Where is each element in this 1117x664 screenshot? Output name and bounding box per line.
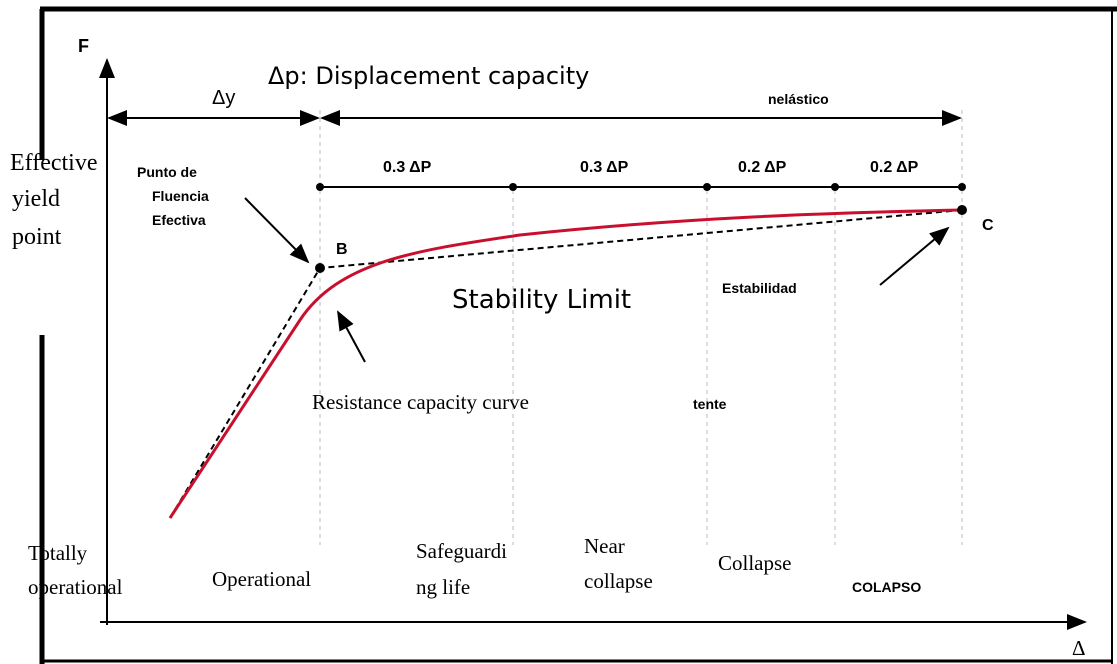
division: 0.2 ΔP [738,159,787,176]
level: Near [584,534,625,558]
annotation: Fluencia [152,188,209,204]
point-b-label: B [336,241,348,258]
level: operational [28,575,123,599]
delta-y: Δy [212,87,235,109]
annotation: Punto de [137,164,197,180]
dimension-arrows [107,110,962,188]
bilinear [169,209,963,519]
capacity-curve [168,208,963,519]
annotation: Resistance capacity curve [312,390,529,414]
point-c-label: C [982,217,994,234]
frame [39,6,1117,664]
level: collapse [584,569,653,593]
level: Totally [28,541,88,565]
annotation: point [12,224,62,250]
level: ng life [416,575,470,599]
division-dots [316,183,966,191]
division: 0.3 ΔP [580,159,629,176]
x-axis-label: Δ [1072,636,1086,660]
division: 0.2 ΔP [870,159,919,176]
annotation: tente [693,396,727,412]
level: Safeguardi [416,539,507,563]
level: Operational [212,567,311,591]
annotation: Effective [10,150,98,176]
point-c [957,205,967,215]
axes [99,58,1087,630]
pointer-arrows [244,197,950,363]
y-axis-label: F [78,36,89,56]
level: Collapse [718,551,792,575]
annotation: Efectiva [152,212,206,228]
annotation: Estabilidad [722,280,797,296]
inelastic: nelástico [768,91,829,107]
delta-p: Δp: Displacement capacity [268,62,589,90]
point-b [315,263,325,273]
annotation: yield [12,186,60,212]
annotation: Stability Limit [452,285,631,315]
division: 0.3 ΔP [383,159,432,176]
dashed-guides [319,110,963,545]
level: COLAPSO [852,579,921,595]
